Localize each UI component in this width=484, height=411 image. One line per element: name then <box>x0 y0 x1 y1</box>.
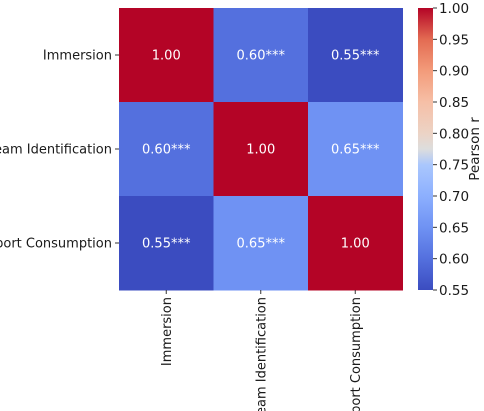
colorbar-tick-label: 0.75 <box>439 158 469 174</box>
row-label: Team Identification <box>0 143 112 158</box>
heatmap-cell <box>119 102 214 197</box>
cell-value-label: 0.65*** <box>331 143 380 158</box>
cell-value-label: 0.60*** <box>237 49 286 64</box>
colorbar-tick-label: 0.95 <box>439 32 469 48</box>
column-label: Team Identification <box>254 297 269 411</box>
column-labels: Immersion Team Identification Sport Consum… <box>160 290 364 411</box>
cell-value-label: 0.55*** <box>331 49 380 64</box>
cell-value-label: 1.00 <box>152 49 181 64</box>
heatmap-cell <box>119 196 214 291</box>
colorbar-tick-label: 0.70 <box>439 189 469 205</box>
colorbar-tick-label: 0.90 <box>439 64 469 80</box>
heatmap-cell <box>308 196 403 291</box>
colorbar-tick-label: 0.65 <box>439 220 469 236</box>
row-label: Immersion <box>43 49 112 64</box>
heatmap-cell <box>308 8 403 103</box>
cell-value-label: 0.65*** <box>237 237 286 252</box>
colorbar-tick-label: 0.80 <box>439 126 469 142</box>
cell-value-label: 1.00 <box>341 237 370 252</box>
cell-value-label: 0.60*** <box>142 143 191 158</box>
colorbar-tick-label: 0.60 <box>439 252 469 268</box>
colorbar: 0.55 0.60 0.65 0.70 0.75 0.80 0.85 0.90 0.95 1.00 <box>418 1 469 299</box>
heatmap-cell <box>308 102 403 197</box>
colorbar-tick-label: 1.00 <box>439 1 469 17</box>
row-labels: Immersion Team Identification Sport Consum… <box>0 49 119 252</box>
row-label: Sport Consumption <box>0 237 112 252</box>
colorbar-label: Pearson r <box>467 117 483 181</box>
column-label: Sport Consumption <box>349 297 364 411</box>
cell-value-label: 1.00 <box>246 143 275 158</box>
heatmap-cell <box>119 8 214 103</box>
colorbar-tick-label: 0.85 <box>439 95 469 111</box>
cell-value-label: 0.55*** <box>142 237 191 252</box>
heatmap-cell <box>213 196 309 291</box>
colorbar-tick-label: 0.55 <box>439 283 469 299</box>
column-label: Immersion <box>160 297 175 366</box>
heatmap-cell <box>213 8 309 103</box>
heatmap-cells: 1.00 0.60*** 0.55*** 0.60*** 1.00 0.65*** 0.55… <box>119 8 403 291</box>
colorbar-gradient <box>418 8 433 290</box>
heatmap-cell <box>213 102 309 197</box>
